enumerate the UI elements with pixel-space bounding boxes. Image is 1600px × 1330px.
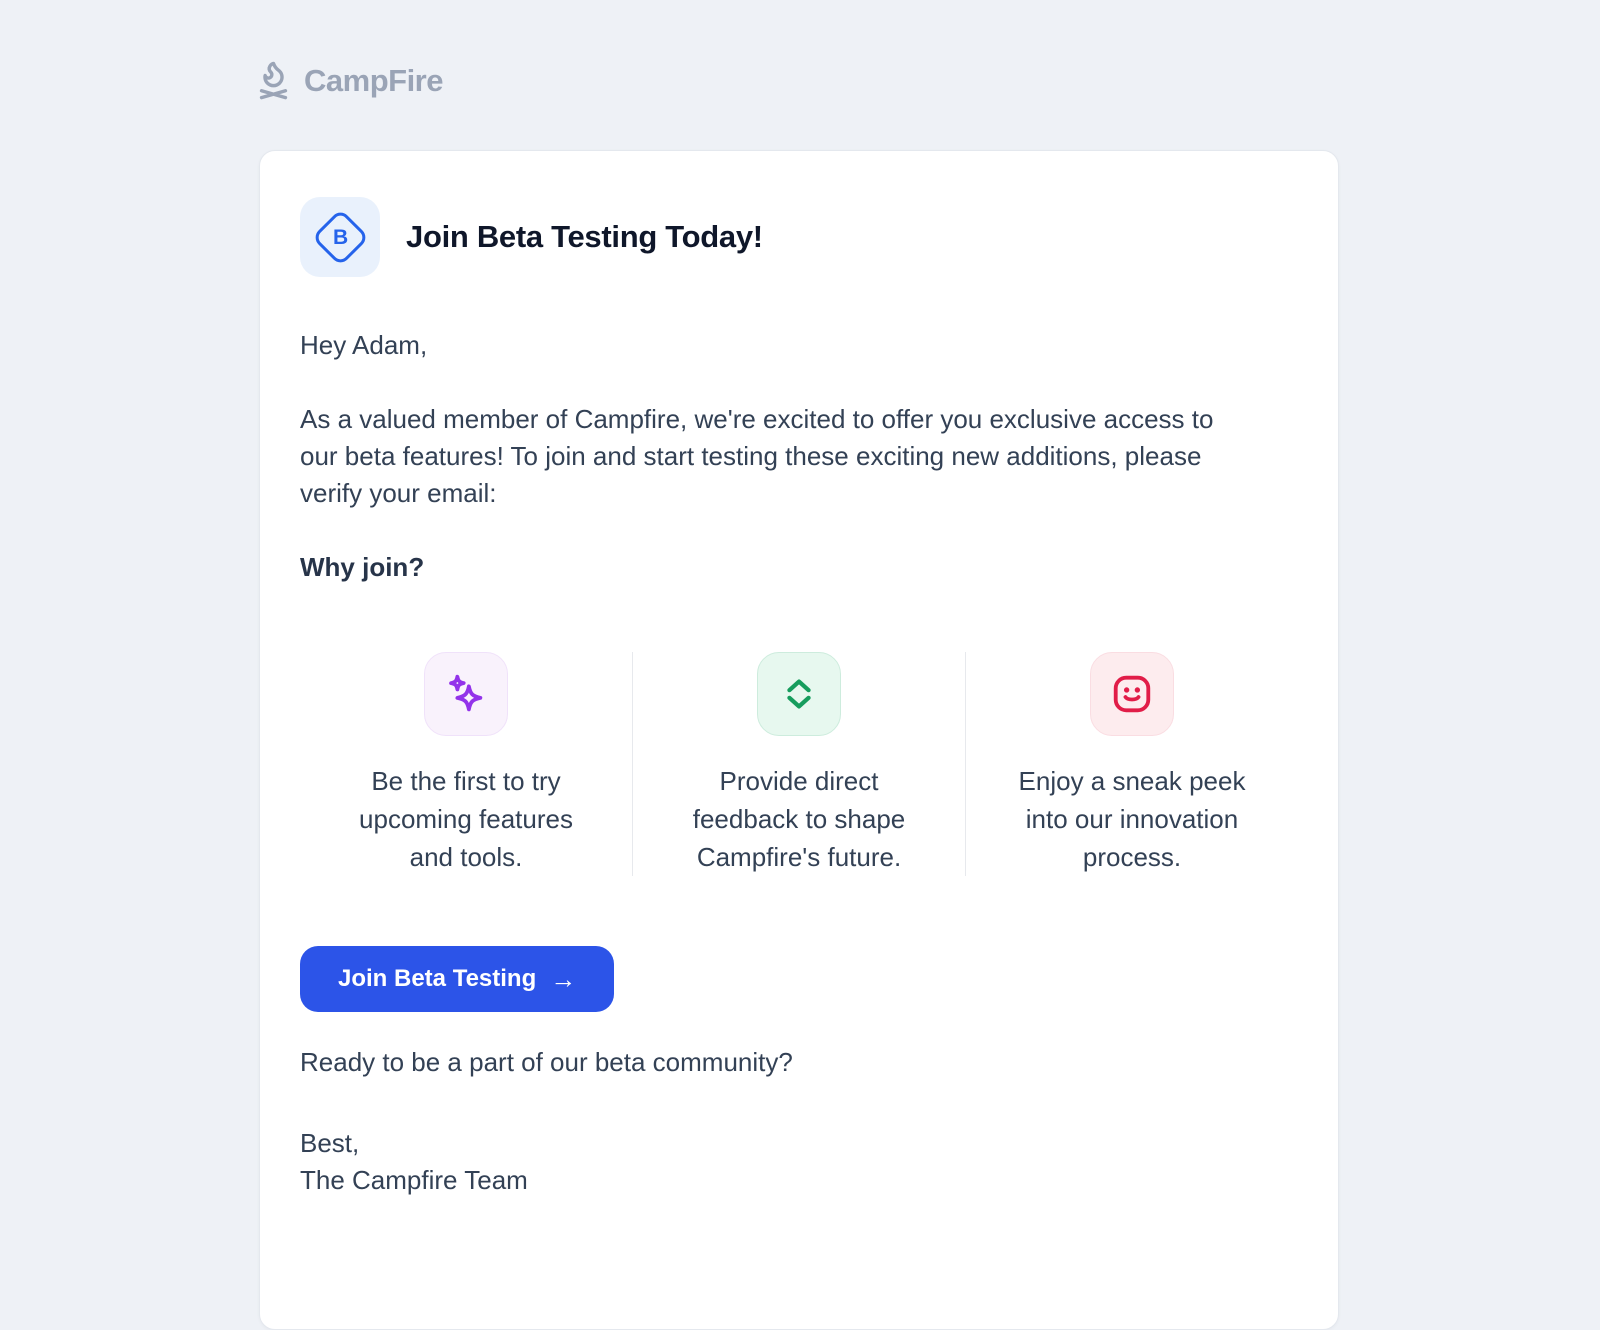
feature-tile [424, 652, 508, 736]
chevrons-up-down-icon [776, 671, 822, 717]
feature-divider [965, 652, 966, 876]
join-beta-button[interactable]: Join Beta Testing → [300, 946, 615, 1012]
smiley-icon [1109, 671, 1155, 717]
beta-diamond-icon: B [311, 208, 369, 266]
campfire-icon [253, 60, 294, 101]
join-beta-button-label: Join Beta Testing [338, 965, 537, 992]
beta-badge-letter: B [332, 225, 348, 249]
brand-logo: CampFire [253, 60, 443, 101]
email-header: B Join Beta Testing Today! [300, 197, 1298, 277]
feature-tile [1090, 652, 1174, 736]
sparkles-icon [443, 671, 489, 717]
why-join-heading: Why join? [300, 552, 425, 582]
feature-item-early-access: Be the first to try upcoming features an… [300, 652, 632, 876]
feature-text: Provide direct feedback to shape Campfir… [692, 766, 906, 872]
arrow-right-icon: → [550, 964, 577, 994]
page-title: Join Beta Testing Today! [406, 219, 763, 254]
greeting-text: Hey Adam, [300, 330, 428, 360]
brand-name: CampFire [304, 62, 443, 98]
signoff-text: Best, [300, 1128, 360, 1158]
feature-divider [632, 652, 633, 876]
feature-text: Be the first to try upcoming features an… [359, 766, 573, 872]
signature-text: The Campfire Team [300, 1165, 528, 1195]
email-card: B Join Beta Testing Today! Hey Adam, As … [259, 150, 1339, 1330]
closing-text: Ready to be a part of our beta community… [300, 1047, 793, 1077]
features-row: Be the first to try upcoming features an… [300, 652, 1298, 876]
beta-badge: B [300, 197, 380, 277]
feature-item-sneak-peek: Enjoy a sneak peek into our innovation p… [966, 652, 1298, 876]
intro-text: As a valued member of Campfire, we're ex… [300, 404, 1214, 508]
signoff-block: Best, The Campfire Team [300, 1125, 1298, 1199]
feature-tile [757, 652, 841, 736]
feature-text: Enjoy a sneak peek into our innovation p… [1018, 766, 1246, 872]
feature-item-feedback: Provide direct feedback to shape Campfir… [633, 652, 965, 876]
